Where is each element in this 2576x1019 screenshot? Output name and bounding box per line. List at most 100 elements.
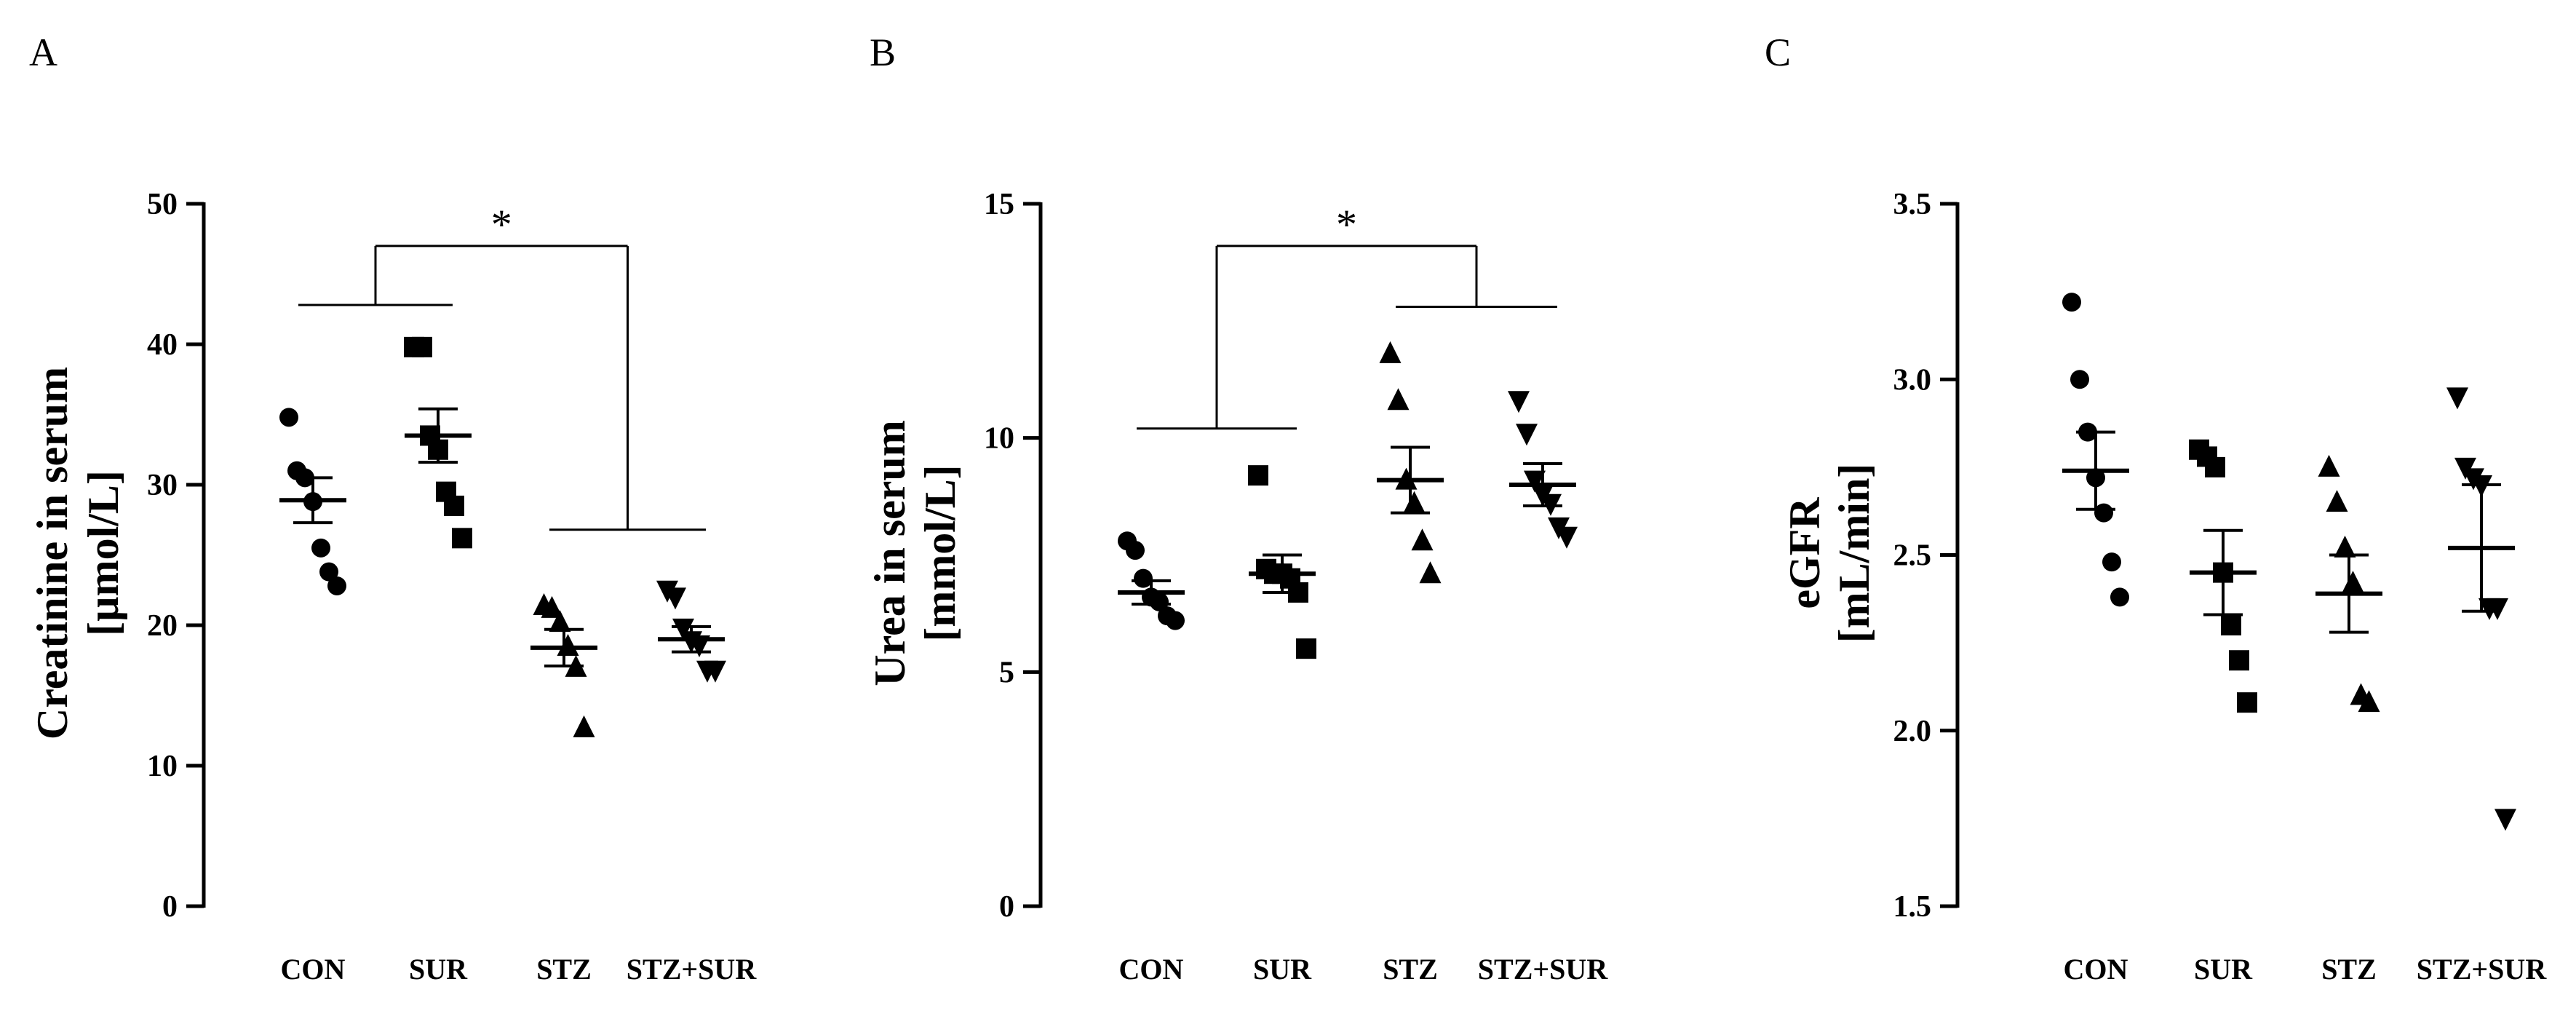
data-point-sur (2237, 692, 2257, 713)
y-tick-label-b: 10 (984, 422, 1014, 456)
x-category-label-a: STZ+SUR (627, 953, 758, 986)
x-category-label-a: STZ (536, 953, 592, 986)
data-point-sur (412, 336, 432, 357)
data-point-con (2070, 370, 2089, 389)
data-point-con (327, 576, 346, 595)
group-sur-c (2189, 439, 2257, 713)
data-point-stz-sur (1556, 526, 1578, 549)
significance-bracket-b: * (1137, 201, 1557, 430)
data-point-con (2110, 587, 2129, 607)
data-point-con (311, 538, 330, 558)
group-sur-b (1248, 465, 1316, 659)
y-tick-label-a: 20 (147, 609, 178, 643)
data-point-con (1166, 611, 1185, 630)
group-con-a (279, 408, 346, 595)
data-point-stz-sur (1524, 470, 1546, 493)
panel-letter-a: A (29, 31, 57, 74)
data-point-sur (2229, 650, 2249, 671)
x-category-label-b: STZ+SUR (1478, 953, 1609, 986)
data-point-stz (2318, 454, 2340, 477)
data-point-stz (1403, 491, 1426, 513)
y-axis-title-line1-b: Urea in serum (866, 420, 914, 686)
x-category-label-b: SUR (1253, 953, 1312, 986)
data-point-stz-sur (704, 660, 726, 683)
data-point-stz-sur (2446, 387, 2468, 410)
panel-letter-c: C (1765, 31, 1791, 74)
group-stz-b (1377, 341, 1444, 584)
y-tick-label-c: 3.0 (1893, 363, 1932, 397)
data-point-con (319, 562, 338, 582)
data-point-sur (2205, 456, 2225, 477)
plot-area-a: 0 10 20 30 40 50 CON SUR STZ STZ+SUR * (147, 188, 757, 986)
data-point-stz (1411, 528, 1434, 551)
group-stz-sur-c (2446, 387, 2516, 831)
data-point-con (1126, 541, 1145, 560)
y-tick-label-b: 5 (999, 656, 1014, 689)
y-tick-label-a: 50 (147, 188, 178, 221)
y-tick-label-c: 1.5 (1893, 890, 1932, 924)
data-point-sur (444, 495, 464, 516)
y-tick-label-c: 2.5 (1893, 539, 1932, 573)
data-point-stz (2342, 571, 2364, 593)
data-point-sur (452, 528, 472, 549)
x-category-label-c: STZ+SUR (2417, 953, 2548, 986)
significance-bracket-a: * (298, 201, 706, 531)
plot-area-b: 0 5 10 15 CON SUR STZ STZ+SUR * (984, 188, 1608, 986)
data-point-stz (541, 595, 563, 618)
data-point-stz (1419, 561, 1442, 584)
x-category-label-c: CON (2064, 953, 2128, 986)
y-axis-title-line2-c: [mL/min] (1830, 464, 1878, 643)
y-tick-label-b: 15 (984, 188, 1014, 221)
y-tick-label-a: 30 (147, 469, 178, 502)
y-tick-label-a: 10 (147, 750, 178, 783)
panel-a: A Creatinine in serum [µmol/L] 0 10 20 30 40… (28, 31, 757, 986)
panel-letter-b: B (870, 31, 896, 74)
data-point-con (279, 408, 298, 427)
significance-label: * (491, 201, 512, 248)
data-point-stz-sur (672, 618, 694, 641)
data-point-con (2102, 552, 2121, 572)
data-point-stz (573, 715, 595, 737)
data-point-stz (1387, 388, 1410, 411)
group-con-b (1118, 531, 1185, 630)
x-category-label-b: STZ (1383, 953, 1438, 986)
y-axis-title-line2-a: [µmol/L] (79, 470, 127, 636)
y-axis-title-line1-c: eGFR (1781, 497, 1829, 609)
group-stz-a (530, 592, 597, 737)
data-point-sur (1296, 638, 1316, 659)
y-axis-title-line2-b: [mmol/L] (916, 464, 964, 641)
y-tick-label-a: 0 (162, 890, 178, 924)
data-point-stz-sur (664, 587, 686, 610)
data-point-stz (557, 633, 579, 656)
group-stz-sur-a (656, 580, 726, 683)
group-stz-c (2315, 454, 2382, 713)
x-category-label-b: CON (1119, 953, 1184, 986)
data-point-stz-sur (1508, 391, 1530, 413)
data-point-stz (2326, 490, 2348, 512)
plot-area-c: 1.5 2.0 2.5 3.0 3.5 CON SUR STZ STZ+SUR (1893, 188, 2548, 986)
data-point-sur (1248, 465, 1268, 486)
x-category-label-a: CON (281, 953, 346, 986)
panel-c: C eGFR [mL/min] 1.5 2.0 2.5 3.0 3.5 CON SUR STZ… (1765, 31, 2547, 986)
data-point-con (1150, 592, 1169, 611)
data-point-stz-sur (2486, 598, 2508, 620)
data-point-con (2062, 293, 2081, 312)
panel-b: B Urea in serum [mmol/L] 0 5 10 15 CON SUR STZ… (866, 31, 1608, 986)
group-stz-sur-b (1508, 391, 1578, 549)
data-point-stz (549, 610, 571, 633)
y-axis-title-line1-a: Creatinine in serum (28, 367, 76, 740)
group-con-c (2062, 293, 2129, 607)
y-tick-label-c: 2.0 (1893, 715, 1932, 748)
y-tick-label-a: 40 (147, 328, 178, 362)
x-category-label-a: SUR (409, 953, 468, 986)
group-sur-a (404, 336, 472, 549)
data-point-con (1134, 568, 1153, 588)
y-tick-label-c: 3.5 (1893, 188, 1932, 221)
data-point-stz (2334, 535, 2356, 558)
data-point-stz (1379, 341, 1402, 363)
y-tick-label-b: 0 (999, 890, 1014, 924)
x-category-label-c: STZ (2321, 953, 2377, 986)
significance-label: * (1336, 201, 1357, 248)
x-category-label-c: SUR (2194, 953, 2253, 986)
